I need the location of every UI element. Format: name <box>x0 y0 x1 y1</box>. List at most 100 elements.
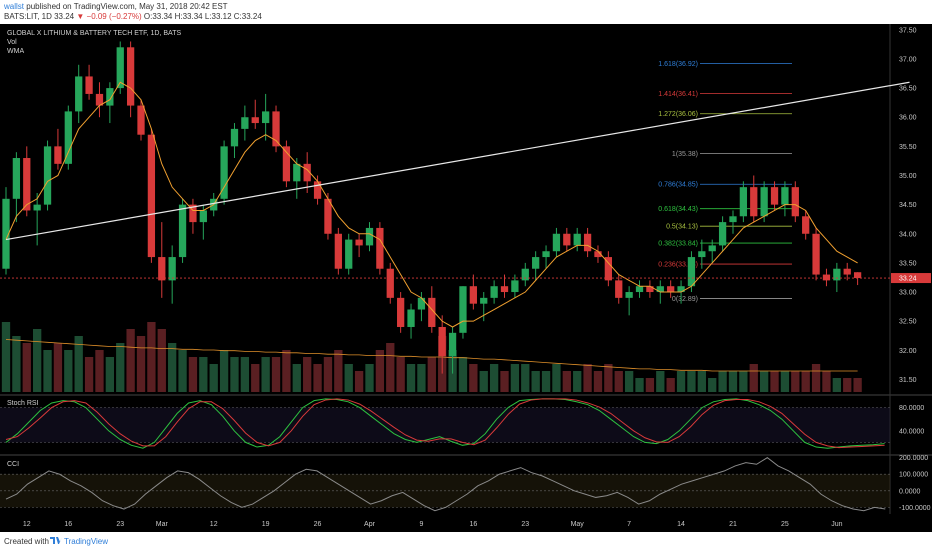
candle-body <box>802 216 810 234</box>
y-tick-label: 35.00 <box>899 173 917 180</box>
volume-bar <box>12 336 21 392</box>
volume-bar <box>22 343 31 392</box>
created-with-text: Created with <box>4 537 49 546</box>
volume-bar <box>334 350 343 392</box>
volume-bar <box>562 371 571 392</box>
candle-body <box>64 111 72 164</box>
candle-body <box>667 286 675 293</box>
cci-y-tick-label: 200.0000 <box>899 455 928 462</box>
volume-bar <box>656 371 665 392</box>
volume-bar <box>801 371 810 392</box>
volume-bar <box>116 343 125 392</box>
candle-body <box>334 233 342 269</box>
y-tick-label: 33.00 <box>899 290 917 297</box>
fib-level-label: 0.382(33.84) <box>658 241 698 248</box>
cci-y-tick-label: 100.0000 <box>899 472 928 479</box>
volume-bar <box>365 364 374 392</box>
candle-body <box>75 76 83 112</box>
rsi-y-tick-label: 40.0000 <box>899 428 924 435</box>
candle-body <box>313 181 322 199</box>
volume-bar <box>718 371 727 392</box>
candle-body <box>750 187 758 217</box>
x-tick-label: Jun <box>831 521 842 528</box>
y-tick-label: 32.00 <box>899 348 917 355</box>
x-tick-label: 23 <box>116 521 124 528</box>
candlesticks <box>2 41 862 374</box>
x-tick-label: 23 <box>521 521 529 528</box>
volume-bar <box>126 329 135 392</box>
volume-bar <box>427 357 436 392</box>
candle-body <box>137 105 145 135</box>
candle-body <box>230 128 239 147</box>
volume-bar <box>417 364 426 392</box>
candle-body <box>178 204 187 258</box>
fibonacci-levels: 1.618(36.92) 1.414(36.41) 1.272(36.06) 1(35… <box>658 61 792 303</box>
trendline <box>5 81 910 241</box>
x-tick-label: 16 <box>64 521 72 528</box>
publish-line: wallst published on TradingView.com, May… <box>4 2 228 12</box>
volume-bar <box>469 364 478 392</box>
volume-bar <box>43 350 52 392</box>
candle-body <box>365 227 374 246</box>
volume-bar <box>74 336 83 392</box>
candle-body <box>303 163 311 182</box>
volume-bar <box>614 371 623 392</box>
publish-header: wallst published on TradingView.com, May… <box>0 0 932 24</box>
x-tick-label: 26 <box>314 521 322 528</box>
axes: 37.50 37.00 36.50 36.00 35.50 35.00 34.50 34.00… <box>23 27 931 528</box>
x-tick-label: 19 <box>262 521 270 528</box>
volume-bar <box>406 364 416 392</box>
volume-bars <box>1 322 862 392</box>
volume-bar <box>697 371 706 392</box>
y-tick-label: 31.50 <box>899 377 917 384</box>
candle-body <box>189 204 197 223</box>
chart-canvas[interactable]: 1.618(36.92) 1.414(36.41) 1.272(36.06) 1(35… <box>0 24 932 532</box>
candle-body <box>500 286 509 293</box>
tradingview-link[interactable]: TradingView <box>64 537 109 546</box>
wma-line <box>5 81 858 328</box>
volume-bar <box>791 371 800 392</box>
author-link[interactable]: wallst <box>4 2 25 11</box>
volume-bar <box>573 371 582 392</box>
candle-body <box>812 233 820 275</box>
y-tick-label: 34.50 <box>899 202 917 209</box>
candle-body <box>625 292 633 298</box>
candle-body <box>241 117 249 129</box>
candle-body <box>2 198 10 269</box>
candle-body <box>282 146 291 182</box>
candle-body <box>199 210 207 223</box>
candle-body <box>770 187 779 205</box>
x-tick-label: Apr <box>364 521 376 528</box>
candle-body <box>833 268 841 281</box>
stoch-rsi-pane <box>0 398 890 449</box>
volume-bar <box>136 336 146 392</box>
y-tick-label: 34.00 <box>899 231 917 238</box>
cci-pane <box>0 457 890 512</box>
candle-body <box>521 268 529 281</box>
cci-line <box>5 457 886 512</box>
volume-bar <box>53 343 63 392</box>
volume-bar <box>624 371 634 392</box>
x-tick-label: 25 <box>781 521 789 528</box>
candle-body <box>43 146 52 205</box>
candle-body <box>459 286 467 333</box>
fib-level-label: 1(35.38) <box>672 151 698 158</box>
fib-level-label: 0.786(34.85) <box>658 182 698 189</box>
volume-bar <box>708 378 717 392</box>
x-tick-label: May <box>571 521 585 528</box>
fib-level-label: 1.272(36.06) <box>658 111 698 118</box>
volume-bar <box>230 357 239 392</box>
volume-bar <box>1 322 11 392</box>
candle-body <box>355 239 363 246</box>
candle-body <box>646 286 654 293</box>
x-tick-label: 21 <box>729 521 737 528</box>
candle-body <box>272 111 280 147</box>
volume-bar <box>188 357 198 392</box>
x-tick-label: 9 <box>419 521 423 528</box>
y-tick-label: 33.50 <box>899 260 917 267</box>
candle-body <box>23 158 31 211</box>
candle-body <box>293 163 301 182</box>
volume-bar <box>271 357 281 392</box>
volume-bar <box>666 378 675 392</box>
candle-body <box>147 134 156 258</box>
